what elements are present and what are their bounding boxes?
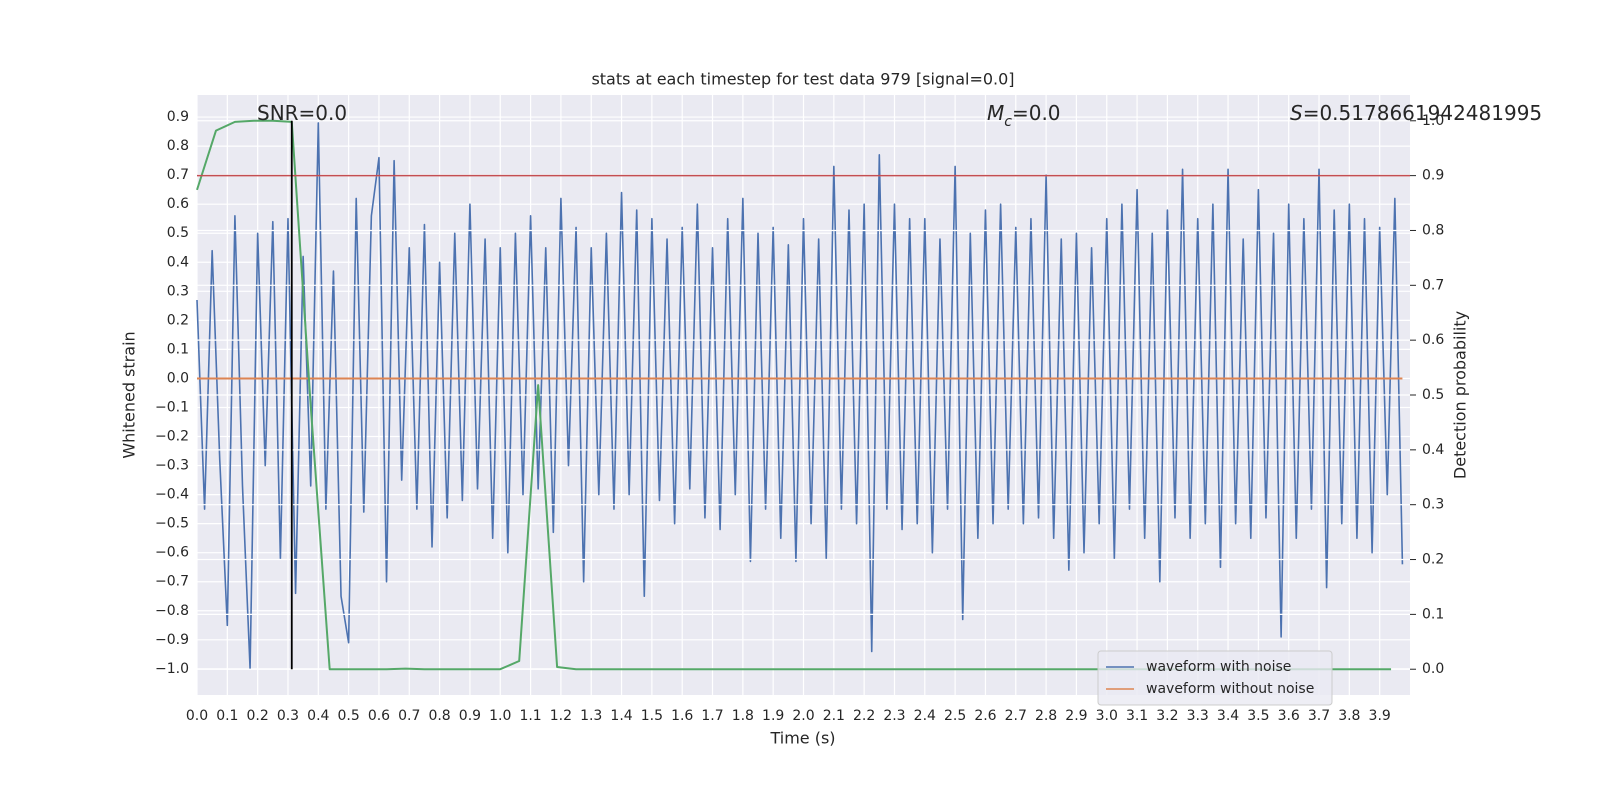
y-tick-label: 0.9 xyxy=(167,109,189,125)
y2-tick-label: 0.5 xyxy=(1422,387,1444,403)
y-tick-label: 0.5 xyxy=(167,225,189,241)
y-tick-label: −0.4 xyxy=(155,487,189,503)
annotation-part: =0.0 xyxy=(1012,101,1061,125)
x-tick-label: 0.1 xyxy=(216,708,238,724)
chart-title: stats at each timestep for test data 979… xyxy=(591,70,1014,89)
x-tick-label: 2.6 xyxy=(974,708,996,724)
x-tick-label: 3.4 xyxy=(1217,708,1239,724)
x-tick-label: 0.0 xyxy=(186,708,208,724)
x-tick-label: 1.1 xyxy=(519,708,541,724)
x-tick-label: 2.4 xyxy=(914,708,936,724)
y2-tick-label: 1.0 xyxy=(1422,113,1444,129)
y-axis-label: Whitened strain xyxy=(120,331,139,458)
y-tick-label: −0.2 xyxy=(155,429,189,445)
x-tick-label: 2.5 xyxy=(944,708,966,724)
x-tick-label: 2.0 xyxy=(792,708,814,724)
y2-tick-label: 0.3 xyxy=(1422,497,1444,513)
x-tick-label: 0.7 xyxy=(398,708,420,724)
y-tick-label: −0.8 xyxy=(155,603,189,619)
x-tick-label: 3.9 xyxy=(1369,708,1391,724)
y-tick-label: −0.5 xyxy=(155,516,189,532)
y-tick-label: −0.3 xyxy=(155,458,189,474)
x-tick-label: 2.3 xyxy=(883,708,905,724)
x-tick-label: 0.9 xyxy=(459,708,481,724)
annotation-part: SNR=0.0 xyxy=(257,101,347,125)
x-tick-label: 0.2 xyxy=(247,708,269,724)
x-tick-label: 1.2 xyxy=(550,708,572,724)
y-tick-label: −1.0 xyxy=(155,661,189,677)
x-tick-label: 3.0 xyxy=(1096,708,1118,724)
y2-tick-label: 0.2 xyxy=(1422,552,1444,568)
y-tick-label: −0.6 xyxy=(155,545,189,561)
y-tick-label: 0.7 xyxy=(167,167,189,183)
x-tick-label: 1.7 xyxy=(701,708,723,724)
annotation-part: =0.5178661942481995 xyxy=(1303,101,1542,125)
y2-tick-label: 0.1 xyxy=(1422,606,1444,622)
annotation-part: M xyxy=(987,101,1004,125)
x-tick-label: 1.3 xyxy=(580,708,602,724)
series-line xyxy=(196,122,1404,670)
x-tick-label: 3.5 xyxy=(1247,708,1269,724)
annotation: S=0.5178661942481995 xyxy=(1290,101,1542,125)
annotation-part: c xyxy=(1004,114,1012,130)
x-tick-label: 1.0 xyxy=(489,708,511,724)
y2-tick-label: 0.0 xyxy=(1422,661,1444,677)
x-tick-label: 3.3 xyxy=(1187,708,1209,724)
x-tick-label: 3.2 xyxy=(1156,708,1178,724)
y2-tick-label: 0.4 xyxy=(1422,442,1444,458)
legend-label: waveform with noise xyxy=(1146,659,1291,675)
x-tick-label: 1.5 xyxy=(641,708,663,724)
x-tick-label: 2.7 xyxy=(1005,708,1027,724)
x-tick-label: 1.8 xyxy=(732,708,754,724)
y2-tick-label: 0.7 xyxy=(1422,277,1444,293)
y-tick-label: 0.1 xyxy=(167,341,189,357)
y-tick-label: 0.6 xyxy=(167,196,189,212)
y2-tick-label: 0.8 xyxy=(1422,222,1444,238)
annotation: SNR=0.0 xyxy=(257,101,347,125)
x-tick-label: 0.6 xyxy=(368,708,390,724)
y2-axis-label: Detection probability xyxy=(1451,311,1470,479)
y-tick-label: −0.7 xyxy=(155,574,189,590)
y2-tick-label: 0.6 xyxy=(1422,332,1444,348)
y-tick-label: 0.2 xyxy=(167,312,189,328)
y-tick-label: 0.4 xyxy=(167,254,189,270)
y-tick-label: 0.0 xyxy=(167,370,189,386)
x-tick-label: 1.6 xyxy=(671,708,693,724)
x-tick-label: 2.1 xyxy=(823,708,845,724)
legend-box xyxy=(1097,650,1333,706)
y-tick-label: −0.9 xyxy=(155,632,189,648)
y-tick-label: 0.8 xyxy=(167,138,189,154)
x-tick-label: 1.9 xyxy=(762,708,784,724)
x-tick-label: 0.8 xyxy=(428,708,450,724)
x-tick-label: 1.4 xyxy=(610,708,632,724)
x-tick-label: 3.1 xyxy=(1126,708,1148,724)
x-tick-label: 0.4 xyxy=(307,708,329,724)
legend-label: waveform without noise xyxy=(1146,681,1314,697)
y2-tick-label: 0.9 xyxy=(1422,168,1444,184)
annotation-part: S xyxy=(1290,101,1303,125)
annotation: Mc=0.0 xyxy=(987,101,1061,131)
x-tick-label: 2.2 xyxy=(853,708,875,724)
x-tick-label: 3.8 xyxy=(1338,708,1360,724)
x-tick-label: 3.6 xyxy=(1278,708,1300,724)
x-tick-label: 0.3 xyxy=(277,708,299,724)
x-tick-label: 2.9 xyxy=(1065,708,1087,724)
x-axis-label: Time (s) xyxy=(769,729,835,748)
y-tick-label: −0.1 xyxy=(155,399,189,415)
x-tick-label: 0.5 xyxy=(337,708,359,724)
x-tick-label: 2.8 xyxy=(1035,708,1057,724)
x-tick-label: 3.7 xyxy=(1308,708,1330,724)
y-tick-label: 0.3 xyxy=(167,283,189,299)
legend: waveform with noise waveform without nois… xyxy=(1097,650,1333,706)
